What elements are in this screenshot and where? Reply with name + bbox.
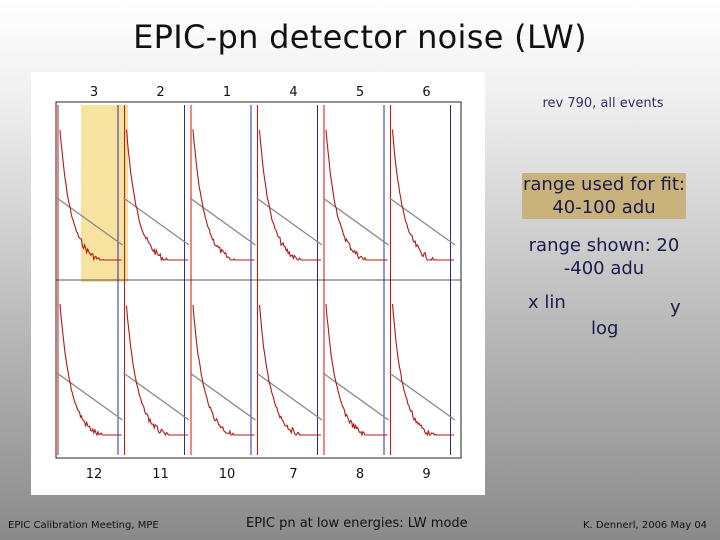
footer-author-date: K. Dennerl, 2006 May 04 <box>583 520 708 531</box>
y-axis-scale-label-log: log <box>591 318 619 339</box>
ccd-label-bottom: 7 <box>289 467 297 482</box>
fit-line <box>256 372 323 421</box>
noise-figure: 3 2 1 4 5 6 12 11 10 7 8 9 <box>31 72 485 495</box>
x-axis-scale-label: x lin <box>528 292 566 313</box>
noise-curve <box>192 304 255 436</box>
fit-line <box>189 197 256 246</box>
noise-curve <box>258 304 321 436</box>
noise-curve <box>59 303 122 437</box>
ccd-label-top: 4 <box>289 85 297 100</box>
noise-curve <box>192 129 255 261</box>
noise-curve <box>325 304 388 437</box>
noise-curve <box>59 129 122 262</box>
noise-curve <box>125 129 188 262</box>
shown-range-text: range shown: 20 -400 adu <box>528 235 680 279</box>
ccd-label-top: 2 <box>156 85 164 100</box>
noise-curve <box>125 305 188 437</box>
ccd-label-top: 3 <box>90 85 98 100</box>
ccd-label-bottom: 11 <box>152 467 169 482</box>
fit-line <box>123 372 190 421</box>
y-axis-scale-label: y <box>670 297 681 318</box>
noise-spectra-grid: 3 2 1 4 5 6 12 11 10 7 8 9 <box>55 85 462 482</box>
fit-range-highlight <box>522 173 686 219</box>
ccd-label-top: 1 <box>223 85 231 100</box>
ccd-label-bottom: 12 <box>86 467 103 482</box>
fit-range-band <box>81 105 128 282</box>
fit-range-text: range used for fit: 40-100 adu <box>523 174 685 218</box>
fit-line <box>189 372 256 421</box>
noise-curve <box>391 303 454 437</box>
ccd-label-bottom: 10 <box>219 467 236 482</box>
noise-curve <box>258 130 321 261</box>
fit-line <box>389 372 456 421</box>
fit-line <box>389 197 456 246</box>
fit-line <box>56 372 123 421</box>
fit-line <box>256 197 323 246</box>
fit-line <box>322 197 389 246</box>
noise-curve <box>391 129 454 261</box>
ccd-label-bottom: 8 <box>356 467 364 482</box>
ccd-label-bottom: 9 <box>422 467 430 482</box>
ccd-label-top: 6 <box>422 85 430 100</box>
fit-line <box>322 372 389 421</box>
slide-title: EPIC-pn detector noise (LW) <box>133 18 587 56</box>
ccd-label-top: 5 <box>356 85 364 100</box>
footer-meeting: EPIC Calibration Meeting, MPE <box>8 520 159 531</box>
fit-line <box>123 197 190 246</box>
noise-curve <box>325 130 388 261</box>
fit-line <box>56 197 123 246</box>
revolution-note: rev 790, all events <box>542 96 664 111</box>
footer-topic: EPIC pn at low energies: LW mode <box>246 516 468 531</box>
